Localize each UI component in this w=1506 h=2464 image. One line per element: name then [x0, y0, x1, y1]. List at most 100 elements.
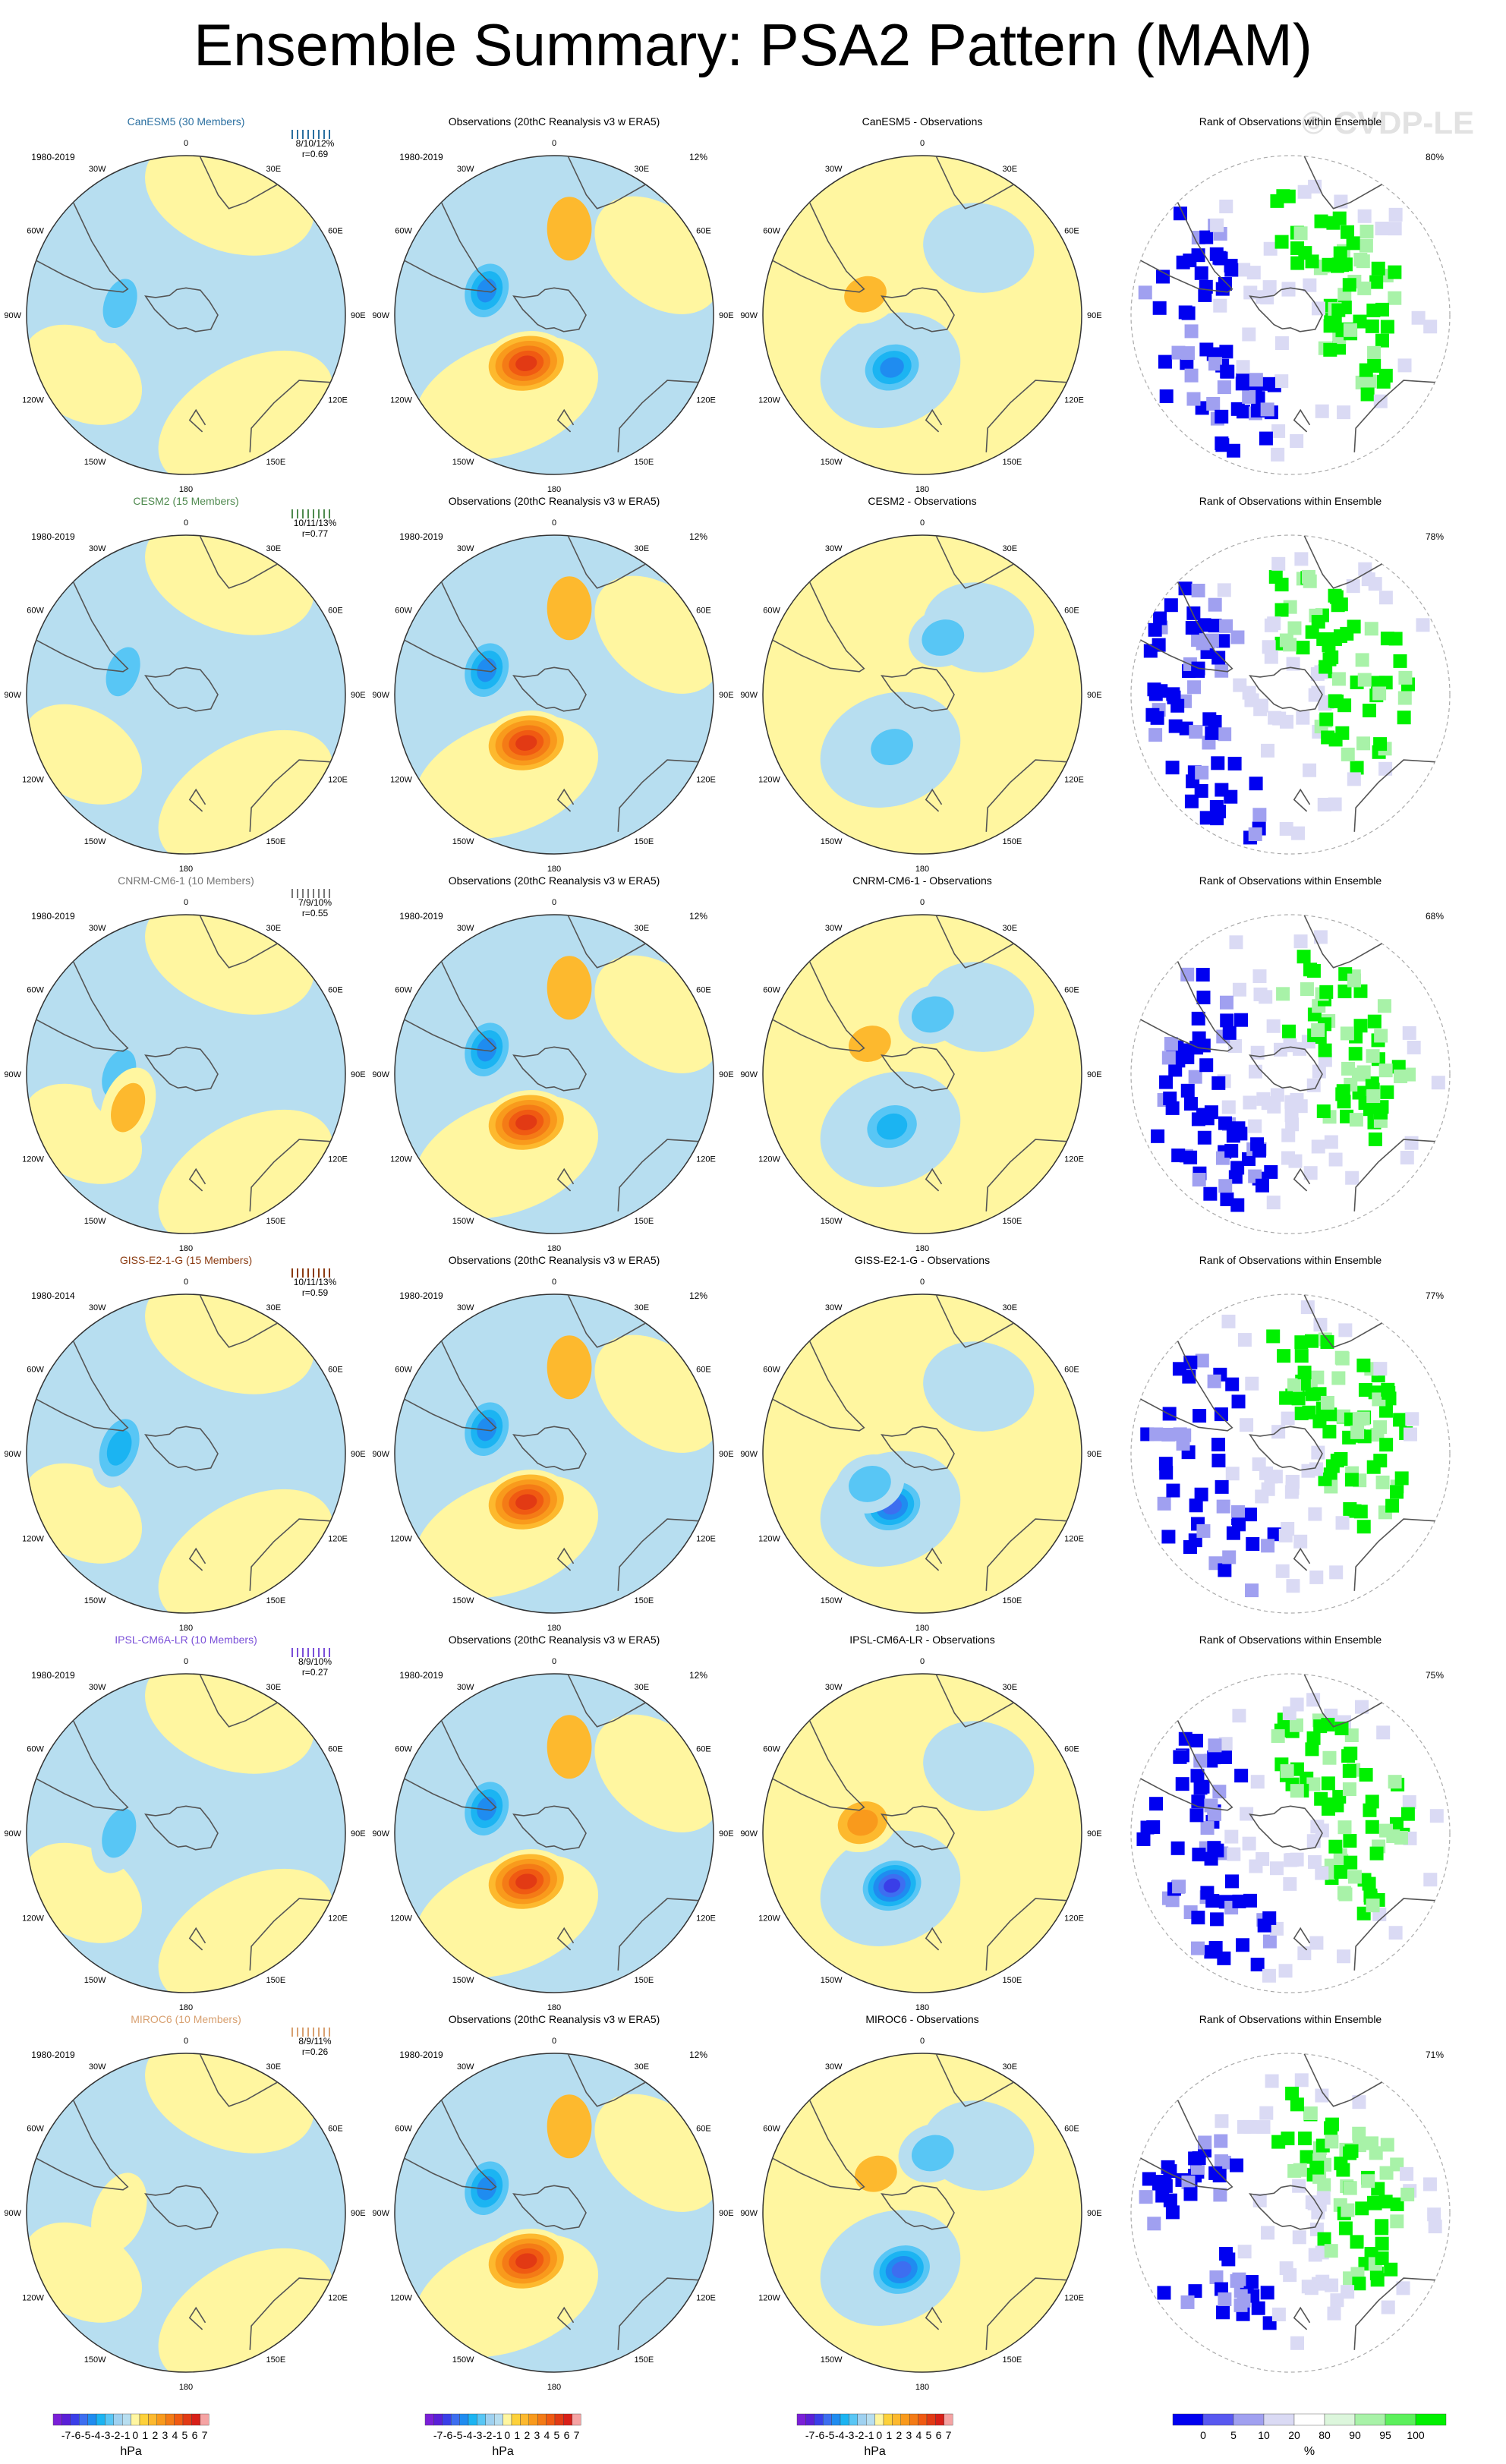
- rank-cell: [1192, 2151, 1206, 2166]
- lon-tick-label: 60E: [1064, 227, 1079, 236]
- lon-tick-label: 90W: [740, 311, 758, 320]
- panel-row-4: IPSL-CM6A-LR (10 Members) 1980-2019 8/9/10…: [4, 1634, 1451, 2012]
- panel-row-3: GISS-E2-1-G (15 Members) 1980-2014 10/11/1…: [4, 1254, 1451, 1633]
- rank-cell: [1397, 691, 1412, 705]
- colorbar-tick-label: -1: [493, 2429, 503, 2441]
- rank-cell: [1221, 1314, 1236, 1328]
- rank-cell: [1349, 1113, 1363, 1127]
- extreme-center: [515, 1494, 537, 1510]
- obs-period: 1980-2019: [399, 531, 443, 542]
- map-fill-layer: [395, 535, 714, 854]
- rank-cell: [1365, 2136, 1379, 2150]
- rank-cell: [1314, 214, 1328, 228]
- rank-cell: [1264, 1164, 1278, 1179]
- map-border: [26, 155, 346, 475]
- lon-tick-label: 180: [547, 865, 561, 874]
- colorbar-swatch: [451, 2413, 460, 2426]
- rank-cell: [1184, 794, 1199, 808]
- difference-title: CNRM-CM6-1 - Observations: [852, 874, 992, 887]
- rank-cell: [1224, 1144, 1239, 1158]
- south-america-outline: [1140, 581, 1233, 673]
- rank-cell: [1251, 2301, 1265, 2315]
- model-period: 1980-2019: [31, 152, 75, 162]
- obs-title: Observations (20thC Reanalysis v3 w ERA5…: [449, 1634, 660, 1646]
- rank-map-panel: Rank of Observations within Ensemble 80%: [1130, 115, 1451, 475]
- australia-outline: [617, 1518, 699, 1591]
- rank-cell: [1230, 2158, 1244, 2173]
- australia-outline: [985, 1898, 1067, 1971]
- map-fill-layer: [1131, 1294, 1450, 1613]
- colorbar-tick-label: 2: [152, 2429, 158, 2441]
- rank-cell: [1344, 1855, 1358, 1870]
- rank-cell: [1221, 1100, 1236, 1114]
- rank-cell: [1271, 1425, 1286, 1439]
- australia-outline: [985, 759, 1067, 832]
- extreme-center: [102, 1808, 137, 1858]
- rank-cell: [1267, 1527, 1281, 1542]
- rank-cell: [1208, 1941, 1223, 1955]
- rank-cell: [1286, 1579, 1300, 1593]
- south-america-outline: [772, 1341, 865, 1432]
- australia-outline: [1353, 380, 1435, 452]
- lon-tick-label: 60E: [328, 1745, 343, 1754]
- rank-cell: [1189, 725, 1203, 739]
- rank-cell: [1234, 1013, 1249, 1027]
- rank-cell: [1281, 1128, 1296, 1142]
- rank-cell: [1342, 278, 1356, 292]
- rank-cell: [1218, 1179, 1233, 1193]
- lon-tick-label: 120W: [390, 776, 412, 785]
- rank-cell: [1211, 651, 1226, 665]
- rank-cell: [1388, 1775, 1402, 1789]
- africa-outline: [935, 1674, 1014, 1728]
- lon-tick-label: 60W: [763, 227, 780, 236]
- colorbar-tick-label: 95: [1379, 2429, 1391, 2441]
- rank-cell: [1343, 1501, 1357, 1516]
- rank-cell: [1290, 2097, 1304, 2112]
- africa-outline: [1303, 915, 1382, 969]
- rank-cell: [1166, 1483, 1180, 1498]
- africa-outline: [1303, 2053, 1382, 2107]
- rank-cell: [1350, 761, 1364, 775]
- rank-cell: [1303, 278, 1317, 292]
- rank-cell: [1265, 2074, 1279, 2088]
- rank-cell: [1355, 375, 1369, 389]
- new-zealand-outline: [556, 408, 575, 433]
- australia-outline: [249, 1898, 331, 1971]
- rank-cell: [1215, 438, 1230, 452]
- rank-cell: [1271, 1729, 1285, 1744]
- rank-cell: [1390, 2214, 1404, 2229]
- antarctica-outline: [512, 2185, 587, 2230]
- lon-tick-label: 150E: [1003, 2355, 1022, 2365]
- lon-tick-label: 90W: [4, 1829, 21, 1839]
- rank-cell: [1389, 1816, 1404, 1831]
- rank-cell: [1212, 1785, 1227, 1799]
- south-america-outline: [36, 2100, 129, 2191]
- rank-cell: [1315, 2088, 1329, 2103]
- new-zealand-outline: [556, 1927, 575, 1951]
- australia-outline: [249, 380, 331, 452]
- colorbar-tick-label: 0: [504, 2429, 510, 2441]
- rank-cell: [1189, 1041, 1204, 1055]
- rank-cell: [1279, 633, 1293, 648]
- lon-tick-label: 150E: [635, 837, 654, 846]
- colorbar-swatch: [1263, 2413, 1295, 2426]
- colorbar-swatch: [892, 2413, 902, 2426]
- rank-cell: [1375, 222, 1389, 236]
- model-stats: 7/9/10%: [298, 897, 332, 908]
- rank-cell: [1344, 1473, 1359, 1487]
- lon-tick-label: 30W: [457, 924, 474, 933]
- rank-cell: [1219, 995, 1233, 1010]
- rank-cell: [1337, 1820, 1352, 1835]
- rank-cell: [1338, 1323, 1353, 1338]
- rank-cell: [1230, 402, 1245, 416]
- rank-cell: [1337, 985, 1352, 999]
- new-zealand-outline: [1293, 788, 1311, 812]
- rank-cell: [1213, 2188, 1227, 2202]
- rank-cell: [1215, 2114, 1229, 2128]
- rank-cell: [1211, 1454, 1226, 1468]
- rank-cell: [1364, 622, 1378, 636]
- rank-cell: [1206, 396, 1221, 411]
- africa-outline: [199, 915, 278, 969]
- lon-tick-label: 120W: [22, 776, 44, 785]
